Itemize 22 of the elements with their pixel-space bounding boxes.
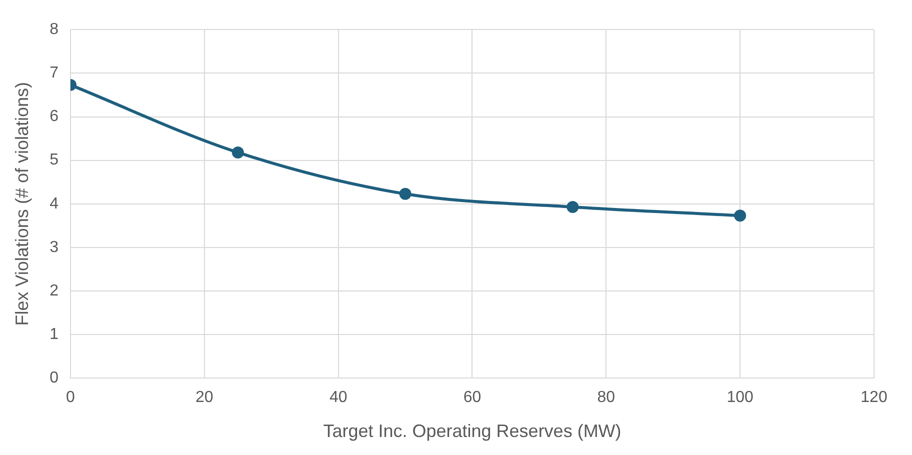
x-axis-title: Target Inc. Operating Reserves (MW) [323,421,622,442]
x-tick-label: 100 [726,389,754,406]
x-tick-label: 0 [66,389,76,406]
point [399,188,412,200]
x-tick-label: 60 [463,389,482,406]
x-tick-label: 40 [329,389,348,406]
y-tick-label: 8 [50,21,59,38]
x-tick-label: 20 [196,389,214,406]
x-tick-label: 80 [597,389,616,406]
y-tick-label: 6 [50,108,59,126]
y-tick-label: 2 [50,282,59,300]
x-tick-label: 120 [860,389,888,406]
y-tick-label: 1 [50,326,59,344]
y-tick-label: 5 [50,152,59,169]
point [232,146,244,158]
y-axis-title: Flex Violations (# of violations) [12,82,32,326]
point [566,200,579,213]
y-tick-label: 7 [50,64,59,82]
point [734,210,746,222]
y-tick-label: 4 [50,195,59,212]
y-tick-label: 0 [50,370,59,387]
y-tick-label: 3 [50,238,59,256]
